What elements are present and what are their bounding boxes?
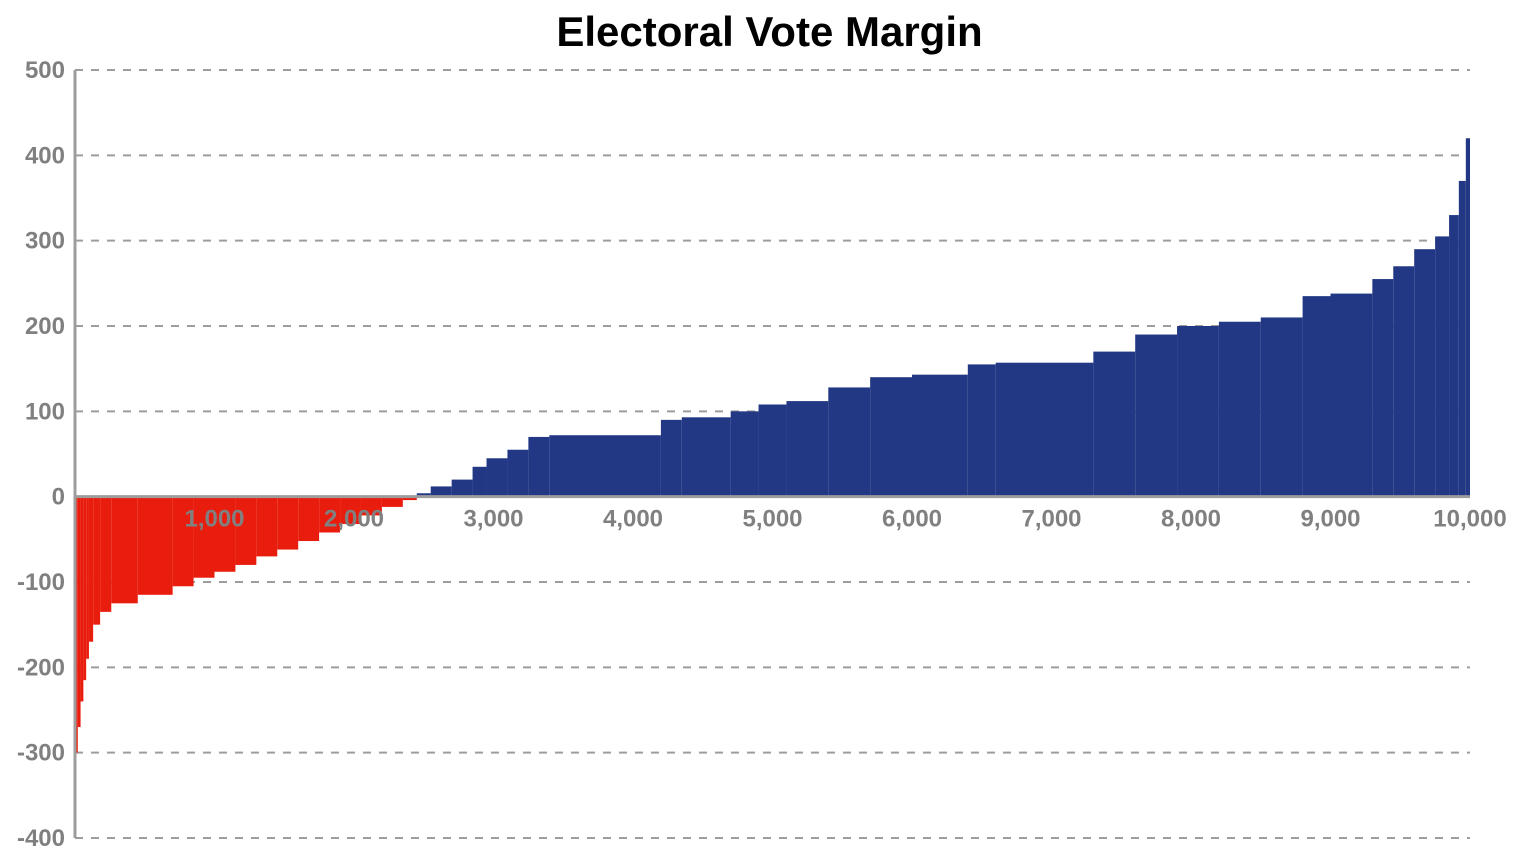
bar-segment	[1135, 335, 1177, 497]
bar-segment	[431, 486, 452, 496]
bar-segment	[100, 497, 111, 612]
bar-segment	[828, 387, 870, 496]
xtick-label: 10,000	[1433, 506, 1506, 533]
bar-segment	[89, 497, 93, 642]
bar-segment	[1177, 326, 1219, 497]
bar-segment	[661, 420, 682, 497]
bar-segment	[93, 497, 100, 625]
bar-segment	[549, 435, 661, 496]
bar-segment	[86, 497, 89, 659]
ytick-label: -400	[17, 825, 65, 852]
bar-segment	[277, 497, 298, 550]
bar-segment	[1261, 317, 1303, 496]
bar-segment	[528, 437, 549, 497]
xtick-label: 7,000	[1021, 506, 1081, 533]
bar-segment	[1331, 294, 1373, 497]
ytick-label: 500	[25, 57, 65, 84]
xtick-label: 4,000	[603, 506, 663, 533]
bar-segment	[256, 497, 277, 557]
bar-segment	[1093, 352, 1135, 497]
bar-segment	[382, 497, 403, 507]
ytick-label: 100	[25, 398, 65, 425]
bar-segment	[682, 417, 731, 496]
bar-segment	[1303, 296, 1331, 497]
bar-segment	[1435, 236, 1449, 496]
bar-segment	[996, 363, 1094, 497]
bar-segment	[83, 497, 86, 680]
bar-segment	[731, 411, 759, 496]
bar-segment	[1414, 249, 1435, 496]
bar-segment	[452, 480, 473, 497]
bar-segment	[912, 375, 968, 497]
chart-svg: -400 -300 -200 -100 0 100 200 300 400 500 1,000 2,0…	[0, 0, 1539, 868]
ytick-label: -100	[17, 569, 65, 596]
bar-segment	[1372, 279, 1393, 497]
ytick-label: -200	[17, 654, 65, 681]
bar-segment	[1219, 322, 1261, 497]
ytick-label: 400	[25, 142, 65, 169]
bar-segment	[138, 497, 173, 595]
ytick-label: -300	[17, 740, 65, 767]
xtick-label: 6,000	[882, 506, 942, 533]
xtick-label: 3,000	[463, 506, 523, 533]
bar-segment	[473, 467, 487, 497]
bar-segment	[1393, 266, 1414, 496]
bar-segment	[1459, 181, 1466, 497]
xtick-label: 2,000	[324, 506, 384, 533]
bar-segment	[1466, 138, 1470, 496]
ytick-label: 0	[52, 484, 65, 511]
bar-segment	[78, 497, 81, 727]
bar-segment	[507, 450, 528, 497]
bar-segment	[81, 497, 84, 702]
xtick-label: 1,000	[184, 506, 244, 533]
bar-segment	[870, 377, 912, 496]
bar-segment	[968, 364, 996, 496]
ytick-label: 200	[25, 313, 65, 340]
xtick-label: 5,000	[742, 506, 802, 533]
xtick-label: 8,000	[1161, 506, 1221, 533]
bar-segment	[487, 458, 508, 496]
ytick-label: 300	[25, 228, 65, 255]
bar-segment	[1449, 215, 1459, 497]
chart-title: Electoral Vote Margin	[0, 8, 1539, 56]
xtick-label: 9,000	[1300, 506, 1360, 533]
chart-container: Electoral Vote Margin -400 -300 -200 -100 0 1…	[0, 0, 1539, 868]
bar-segment	[111, 497, 138, 604]
bar-segment	[298, 497, 319, 541]
bar-segment	[759, 405, 787, 497]
bar-segment	[786, 401, 828, 497]
